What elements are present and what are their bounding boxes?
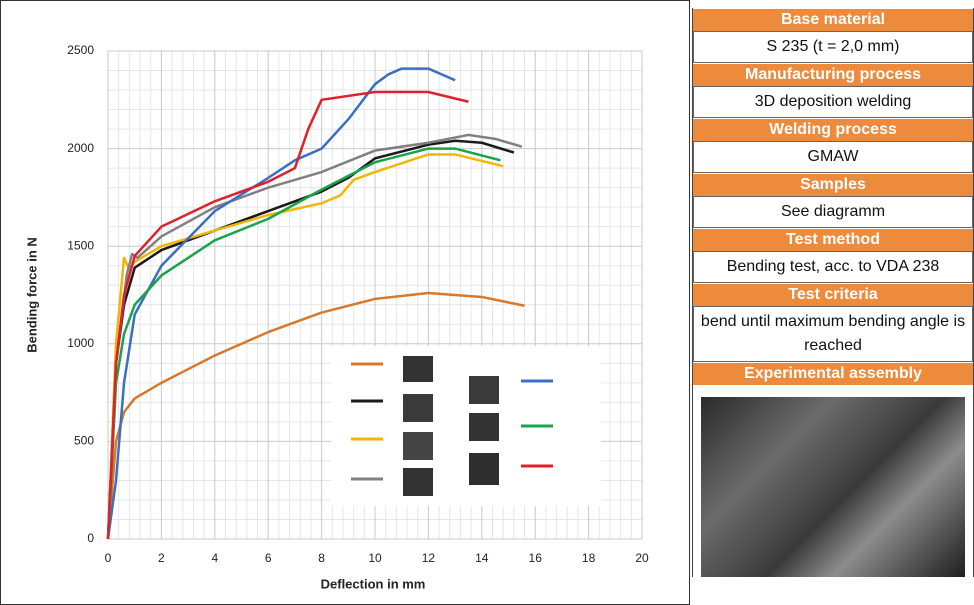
y-tick-label: 0 (87, 531, 94, 545)
sample (403, 356, 433, 382)
row-header: Base material (693, 8, 973, 31)
row-header: Test method (693, 228, 973, 251)
legend-box (331, 346, 601, 506)
row-value: See diagramm (693, 196, 973, 228)
row-value: Bending test, acc. to VDA 238 (693, 251, 973, 283)
row-value: GMAW (693, 141, 973, 173)
row-header: Test criteria (693, 283, 973, 306)
sample (403, 468, 433, 496)
sample (469, 453, 499, 485)
sample (469, 413, 499, 441)
x-tick-label: 18 (582, 551, 596, 565)
x-tick-label: 10 (368, 551, 382, 565)
y-tick-label: 500 (74, 434, 94, 448)
sample (403, 432, 433, 460)
row-header: Welding process (693, 118, 973, 141)
x-tick-label: 14 (475, 551, 489, 565)
x-axis-label: Deflection in mm (321, 576, 426, 591)
row-value: bend until maximum bending angle is reac… (693, 306, 973, 362)
row-value: 3D deposition welding (693, 86, 973, 118)
y-tick-label: 1000 (67, 336, 94, 350)
x-tick-label: 6 (265, 551, 272, 565)
row-header: Manufacturing process (693, 63, 973, 86)
page: Deflection in mm Bending force in N 0 500… (0, 0, 974, 605)
x-tick-label: 0 (105, 551, 112, 565)
x-tick-label: 4 (211, 551, 218, 565)
sample (403, 394, 433, 422)
y-tick-label: 2500 (67, 43, 94, 57)
row-header: Experimental assembly (693, 362, 973, 385)
y-tick-label: 1500 (67, 238, 94, 252)
x-tick-label: 12 (422, 551, 436, 565)
x-tick-label: 16 (529, 551, 543, 565)
y-axis-label: Bending force in N (24, 237, 39, 353)
row-value: S 235 (t = 2,0 mm) (693, 31, 973, 63)
row-header: Samples (693, 173, 973, 196)
y-tick-label: 2000 (67, 141, 94, 155)
photo (701, 397, 965, 577)
legend-inset (331, 346, 601, 506)
x-tick-label: 2 (158, 551, 165, 565)
x-tick-label: 8 (318, 551, 325, 565)
x-tick-label: 20 (635, 551, 649, 565)
chart: Deflection in mm Bending force in N 0 500… (0, 0, 690, 605)
sample (469, 376, 499, 404)
